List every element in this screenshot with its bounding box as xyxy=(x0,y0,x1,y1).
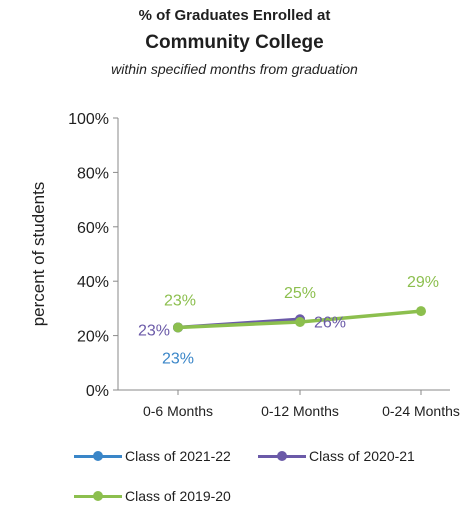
chart-marks xyxy=(173,306,426,333)
y-tick-label: 100% xyxy=(68,111,109,128)
data-label-series-1: 23% xyxy=(138,322,170,339)
legend-item-class-2021-22: Class of 2021-22 xyxy=(74,448,231,464)
y-tick-label: 0% xyxy=(86,383,109,400)
axes: 0% 20% 40% 60% 80% 100% 0-6 Months 0-12 Months 0… xyxy=(29,111,460,419)
x-tick-label: 0-12 Months xyxy=(261,403,339,419)
data-point-series-2 xyxy=(173,322,183,333)
data-labels: 23% 23% 26% 23% 25% 29% xyxy=(138,274,439,367)
x-tick-label: 0-6 Months xyxy=(143,403,213,419)
legend-label: Class of 2021-22 xyxy=(125,448,231,464)
y-tick-label: 80% xyxy=(77,165,109,182)
legend-item-class-2019-20: Class of 2019-20 xyxy=(74,488,231,504)
chart-subtitle: within specified months from graduation xyxy=(111,61,358,77)
legend-label: Class of 2020-21 xyxy=(309,448,415,464)
legend-swatch-2019-20 xyxy=(74,490,122,502)
legend-item-class-2020-21: Class of 2020-21 xyxy=(258,448,415,464)
y-tick-label: 20% xyxy=(77,329,109,346)
data-point-series-2 xyxy=(416,306,426,317)
y-tick-label: 60% xyxy=(77,220,109,237)
chart-title-main: Community College xyxy=(145,32,324,53)
chart-title-block: % of Graduates Enrolled at Community Col… xyxy=(0,6,469,78)
data-label-series-0: 23% xyxy=(162,350,194,367)
data-label-series-1: 26% xyxy=(314,314,346,331)
data-label-series-2: 25% xyxy=(284,285,316,302)
data-label-series-2: 29% xyxy=(407,274,439,291)
data-point-series-2 xyxy=(295,317,305,327)
legend-label: Class of 2019-20 xyxy=(125,488,231,504)
legend-swatch-2021-22 xyxy=(74,450,122,462)
legend-swatch-2020-21 xyxy=(258,450,306,462)
x-tick-label: 0-24 Months xyxy=(382,403,460,419)
y-tick-label: 40% xyxy=(77,274,109,291)
data-label-series-2: 23% xyxy=(164,292,196,309)
y-axis-label: percent of students xyxy=(29,182,48,327)
chart-title: % of Graduates Enrolled at xyxy=(138,7,331,24)
